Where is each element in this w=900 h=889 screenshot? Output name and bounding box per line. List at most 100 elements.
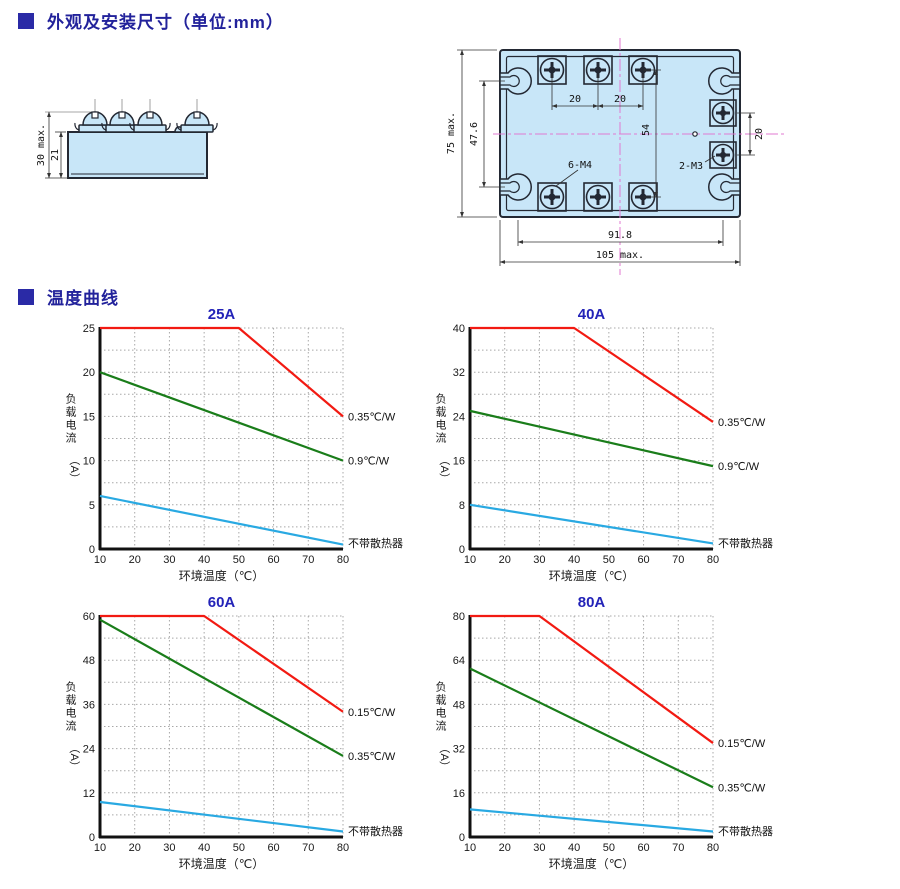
svg-text:载: 载 — [66, 406, 77, 419]
svg-text:80: 80 — [337, 554, 349, 566]
svg-text:电: 电 — [436, 707, 447, 720]
svg-text:8: 8 — [459, 500, 465, 512]
svg-text:80: 80 — [453, 611, 465, 623]
svg-text:70: 70 — [672, 554, 684, 566]
svg-text:负: 负 — [66, 680, 77, 694]
dim-span-mid: 54 — [641, 124, 652, 136]
label-aux-screws: 2-M3 — [679, 161, 703, 172]
svg-text:60: 60 — [637, 554, 649, 566]
svg-text:0: 0 — [89, 832, 95, 844]
svg-text:10: 10 — [94, 554, 106, 566]
svg-text:电: 电 — [436, 419, 447, 432]
svg-text:70: 70 — [302, 842, 314, 854]
dim-height-max: 75 max. — [446, 112, 457, 154]
svg-text:5: 5 — [89, 500, 95, 512]
svg-text:流: 流 — [66, 719, 77, 733]
svg-text:0.35℃/W: 0.35℃/W — [718, 782, 766, 794]
svg-text:载: 载 — [436, 694, 447, 707]
top-view-dimensions: 75 max. 47.6 20 20 54 20 6-M4 2-M3 — [446, 49, 765, 266]
dim-pitch-a: 20 — [569, 94, 581, 105]
svg-text:32: 32 — [453, 367, 465, 379]
svg-text:流: 流 — [436, 719, 447, 733]
svg-text:40: 40 — [453, 323, 465, 335]
svg-text:0.9℃/W: 0.9℃/W — [718, 461, 760, 473]
svg-text:64: 64 — [453, 655, 465, 667]
svg-text:不带散热器: 不带散热器 — [348, 536, 403, 550]
svg-text:0.35℃/W: 0.35℃/W — [348, 411, 396, 423]
svg-text:16: 16 — [453, 788, 465, 800]
section-title-dimensions: 外观及安装尺寸（单位:mm） — [47, 13, 284, 32]
svg-text:60: 60 — [637, 842, 649, 854]
svg-text:20: 20 — [83, 367, 95, 379]
dim-right-pitch: 20 — [754, 128, 765, 140]
svg-text:（A）: （A） — [438, 743, 451, 772]
svg-text:不带散热器: 不带散热器 — [348, 824, 403, 838]
svg-text:0: 0 — [459, 544, 465, 556]
svg-text:70: 70 — [672, 842, 684, 854]
section-header-curves: 温度曲线 — [18, 284, 119, 309]
svg-text:流: 流 — [66, 431, 77, 445]
svg-text:80: 80 — [337, 842, 349, 854]
svg-text:25A: 25A — [208, 306, 236, 323]
svg-text:32: 32 — [453, 744, 465, 756]
svg-text:10: 10 — [464, 554, 476, 566]
svg-text:不带散热器: 不带散热器 — [718, 536, 773, 550]
svg-text:40: 40 — [198, 842, 210, 854]
section-header-dimensions: 外观及安装尺寸（单位:mm） — [18, 8, 284, 33]
svg-text:50: 50 — [233, 554, 245, 566]
svg-text:12: 12 — [83, 788, 95, 800]
svg-text:20: 20 — [129, 842, 141, 854]
chart-60a: 0 12 24 36 48 60 10 20 30 40 50 60 70 80 60A 环境温度（℃） 负载电… — [55, 594, 425, 884]
dim-width-max: 105 max. — [596, 250, 644, 261]
svg-text:30: 30 — [163, 842, 175, 854]
svg-text:60: 60 — [267, 842, 279, 854]
svg-text:40A: 40A — [578, 306, 606, 323]
svg-text:30: 30 — [533, 842, 545, 854]
svg-text:15: 15 — [83, 411, 95, 423]
chart-25a: 0 5 10 15 20 25 10 20 30 40 50 60 70 80 25A 环境温度（℃） 负载电流… — [55, 306, 425, 596]
svg-text:电: 电 — [66, 707, 77, 720]
svg-text:0.35℃/W: 0.35℃/W — [348, 751, 396, 763]
svg-text:（A）: （A） — [68, 455, 81, 484]
chart-40a: 0 8 16 24 32 40 10 20 30 40 50 60 70 80 40A 环境温度（℃） 负载电流… — [425, 306, 795, 596]
section-bullet-icon — [18, 12, 34, 29]
dim-pitch-b: 20 — [614, 94, 626, 105]
svg-text:载: 载 — [66, 694, 77, 707]
svg-text:环境温度（℃）: 环境温度（℃） — [179, 856, 264, 871]
svg-text:负: 负 — [436, 680, 447, 694]
svg-text:60: 60 — [83, 611, 95, 623]
chart-80a: 0 16 32 48 64 80 10 20 30 40 50 60 70 80 80A 环境温度（℃） 负载电… — [425, 594, 795, 884]
svg-text:环境温度（℃）: 环境温度（℃） — [549, 568, 634, 583]
svg-text:48: 48 — [83, 655, 95, 667]
svg-text:负: 负 — [436, 392, 447, 406]
svg-text:80A: 80A — [578, 594, 606, 611]
svg-text:80: 80 — [707, 554, 719, 566]
svg-text:负: 负 — [66, 392, 77, 406]
svg-text:36: 36 — [83, 699, 95, 711]
dim-height-max: 30 max. — [36, 124, 47, 166]
svg-text:16: 16 — [453, 456, 465, 468]
svg-text:0: 0 — [459, 832, 465, 844]
svg-text:60: 60 — [267, 554, 279, 566]
center-hole — [692, 131, 698, 137]
svg-text:24: 24 — [83, 744, 95, 756]
svg-text:30: 30 — [163, 554, 175, 566]
svg-text:70: 70 — [302, 554, 314, 566]
svg-text:25: 25 — [83, 323, 95, 335]
svg-text:80: 80 — [707, 842, 719, 854]
svg-text:环境温度（℃）: 环境温度（℃） — [549, 856, 634, 871]
dim-slot-span: 47.6 — [469, 122, 480, 146]
svg-text:10: 10 — [464, 842, 476, 854]
svg-text:不带散热器: 不带散热器 — [718, 824, 773, 838]
svg-text:0.15℃/W: 0.15℃/W — [718, 738, 766, 750]
svg-text:24: 24 — [453, 411, 465, 423]
mounting-slots — [499, 67, 741, 201]
section-bullet-icon — [18, 288, 34, 305]
svg-text:电: 电 — [66, 419, 77, 432]
svg-text:0.35℃/W: 0.35℃/W — [718, 417, 766, 429]
svg-text:10: 10 — [94, 842, 106, 854]
svg-text:50: 50 — [603, 842, 615, 854]
svg-text:50: 50 — [233, 842, 245, 854]
svg-text:30: 30 — [533, 554, 545, 566]
